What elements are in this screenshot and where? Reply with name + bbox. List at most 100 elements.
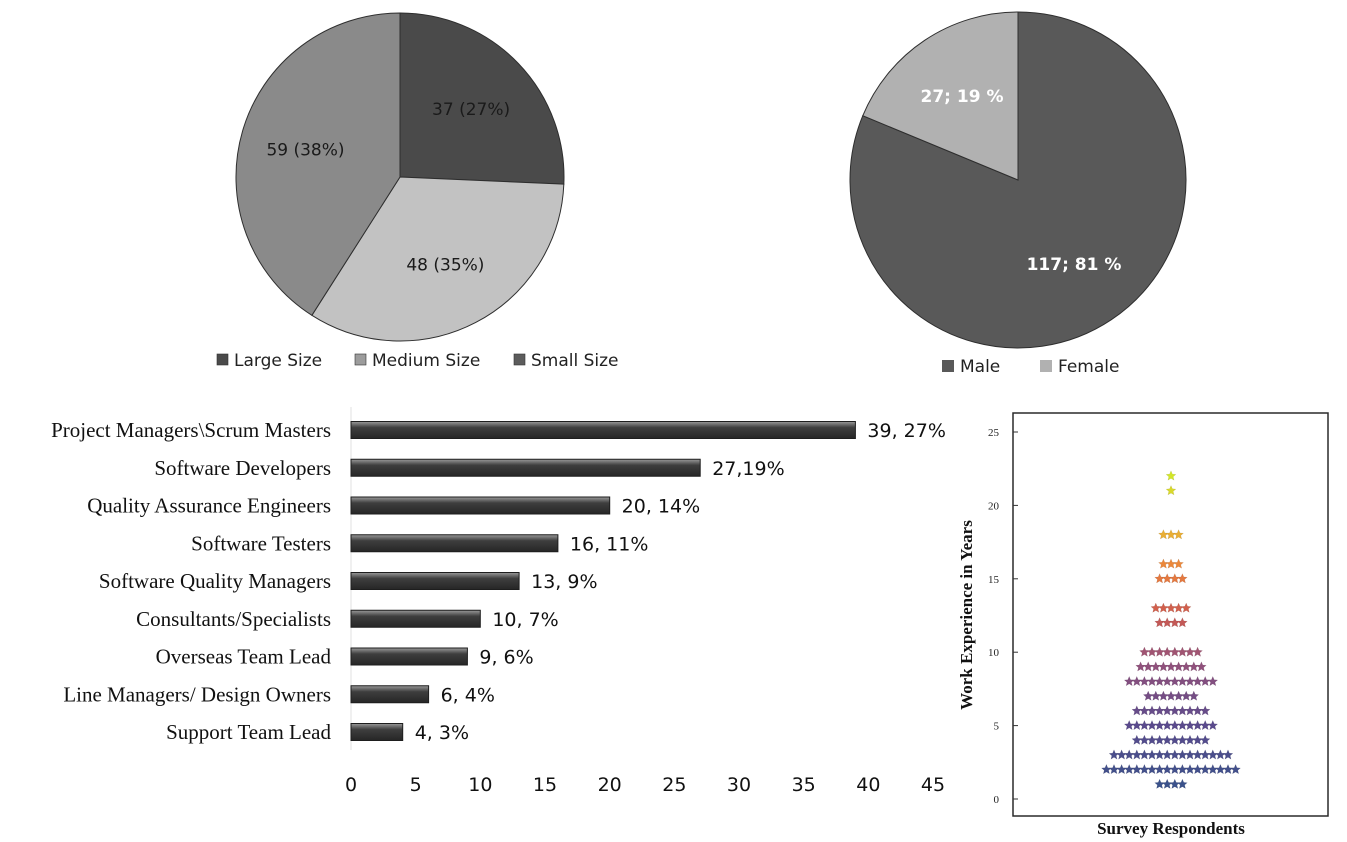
- star-marker: [1177, 749, 1188, 760]
- star-marker: [1196, 661, 1207, 672]
- star-marker: [1123, 719, 1135, 731]
- bar-data-label: 9, 6%: [479, 647, 533, 669]
- star-marker: [1158, 661, 1169, 672]
- star-marker: [1199, 719, 1211, 731]
- company-size-legend: Large Size Medium Size Small Size: [216, 351, 619, 371]
- star-marker: [1158, 602, 1169, 613]
- star-marker: [1177, 719, 1188, 731]
- star-marker: [1169, 617, 1181, 628]
- bar-overseas-team-lead: [350, 647, 468, 666]
- bar-line-managers-design-owners: [350, 685, 430, 704]
- star-marker: [1222, 763, 1234, 775]
- star-marker: [1146, 675, 1158, 687]
- star-marker: [1165, 558, 1177, 569]
- bar-consultants-specialists: [350, 609, 481, 628]
- bar-category-label: Consultants/Specialists: [136, 607, 331, 631]
- star-marker: [1139, 763, 1150, 775]
- star-marker: [1199, 734, 1211, 745]
- star-marker: [1154, 617, 1165, 628]
- bar-x-tick-label: 20: [598, 774, 622, 796]
- star-marker: [1184, 705, 1196, 716]
- star-marker: [1123, 749, 1135, 760]
- star-marker: [1154, 573, 1165, 584]
- star-marker: [1215, 763, 1226, 775]
- star-marker: [1108, 763, 1120, 775]
- star-marker: [1184, 749, 1196, 760]
- bar-data-label: 6, 4%: [441, 684, 495, 706]
- company-size-pie-chart: 37 (27%) 48 (35%) 59 (38%): [235, 12, 565, 342]
- star-marker: [1165, 602, 1177, 613]
- legend-label-medium-size: Medium Size: [372, 351, 480, 371]
- legend-swatch-female: [1040, 360, 1052, 372]
- bar-x-tick-label: 30: [727, 774, 751, 796]
- star-marker: [1199, 763, 1211, 775]
- legend-swatch-small-size: [513, 353, 526, 366]
- legend-label-small-size: Small Size: [531, 351, 619, 371]
- star-marker: [1192, 749, 1203, 760]
- star-marker: [1169, 778, 1181, 789]
- star-marker: [1154, 675, 1165, 687]
- star-marker: [1177, 705, 1188, 716]
- star-marker: [1116, 763, 1127, 775]
- star-marker: [1199, 675, 1211, 687]
- star-marker: [1169, 734, 1181, 745]
- star-marker: [1184, 719, 1196, 731]
- bar-software-developers: [350, 458, 701, 477]
- star-marker: [1192, 734, 1203, 745]
- star-marker: [1165, 470, 1177, 481]
- star-marker: [1146, 763, 1158, 775]
- star-marker: [1207, 763, 1219, 775]
- star-marker: [1139, 749, 1150, 760]
- bar-x-tick-label: 45: [921, 774, 945, 796]
- bar-x-tick-label: 15: [533, 774, 557, 796]
- bar-data-label: 16, 11%: [570, 533, 649, 555]
- star-marker: [1131, 734, 1143, 745]
- bar-support-team-lead: [350, 723, 404, 741]
- star-marker: [1139, 705, 1150, 716]
- bar-x-tick-label: 10: [468, 774, 492, 796]
- star-marker: [1180, 661, 1192, 672]
- star-marker: [1161, 734, 1173, 745]
- pie-label-large-size: 59 (38%): [266, 141, 344, 161]
- y-tick-label: 0: [994, 794, 1000, 806]
- star-marker: [1169, 719, 1181, 731]
- star-marker: [1158, 690, 1169, 701]
- pie-slice-medium-size: [311, 176, 565, 342]
- star-marker: [1188, 661, 1200, 672]
- star-marker: [1192, 719, 1203, 731]
- star-marker: [1146, 734, 1158, 745]
- star-marker: [1173, 558, 1184, 569]
- star-marker: [1199, 705, 1211, 716]
- star-marker: [1139, 675, 1150, 687]
- star-marker: [1161, 705, 1173, 716]
- job-role-bar-chart: Project Managers\Scrum Masters 39, 27% Sof…: [51, 407, 946, 796]
- star-marker: [1169, 749, 1181, 760]
- star-marker: [1165, 661, 1177, 672]
- star-marker: [1177, 573, 1188, 584]
- star-marker: [1131, 719, 1143, 731]
- bar-software-testers: [350, 534, 559, 553]
- star-marker: [1154, 778, 1165, 789]
- bar-project-managers-scrum-masters: [350, 421, 856, 439]
- star-marker: [1173, 602, 1184, 613]
- bar-category-label: Line Managers/ Design Owners: [63, 682, 331, 706]
- star-marker: [1158, 529, 1169, 540]
- star-marker: [1169, 705, 1181, 716]
- bar-data-label: 39, 27%: [867, 420, 946, 442]
- star-marker: [1169, 763, 1181, 775]
- legend-swatch-medium-size: [354, 353, 367, 366]
- star-marker: [1173, 690, 1184, 701]
- bar-category-label: Project Managers\Scrum Masters: [51, 418, 331, 442]
- star-marker: [1146, 646, 1158, 657]
- star-marker: [1108, 749, 1120, 760]
- star-marker: [1161, 646, 1173, 657]
- star-marker: [1169, 646, 1181, 657]
- x-axis-title: Survey Respondents: [1097, 819, 1245, 838]
- star-marker: [1131, 763, 1143, 775]
- pie-slice-female: [862, 11, 1019, 181]
- star-marker: [1230, 763, 1241, 775]
- star-marker: [1180, 690, 1192, 701]
- star-marker: [1131, 749, 1143, 760]
- pie-label-small-size: 37 (27%): [432, 100, 510, 120]
